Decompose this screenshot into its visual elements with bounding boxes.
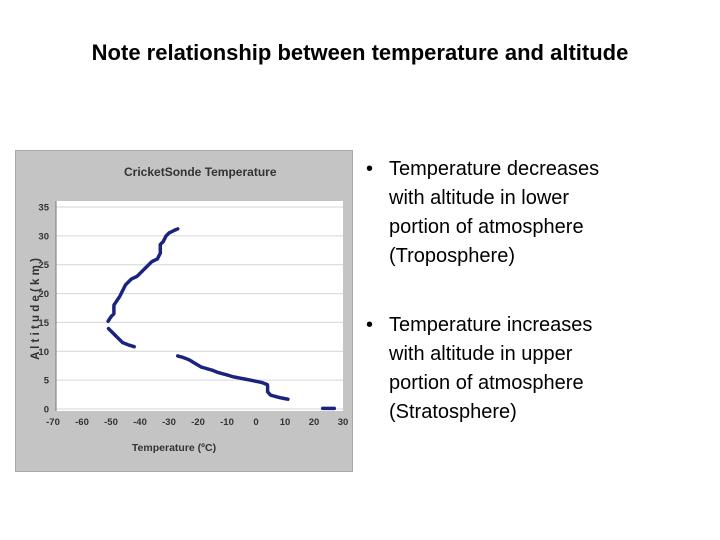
x-tick-label: -70	[46, 417, 60, 428]
bullet-troposphere: • Temperature decreases with altitude in…	[366, 155, 696, 271]
series-line-segment	[175, 354, 290, 401]
x-tick-label: 0	[253, 417, 258, 428]
y-tick-label: 30	[38, 231, 49, 242]
bullet-line: (Stratosphere)	[389, 401, 517, 423]
y-tick-label: 5	[44, 376, 50, 387]
bullet-line: Temperature decreases	[389, 158, 600, 180]
y-tick-label: 10	[38, 347, 49, 358]
bullet-line: Temperature increases	[389, 314, 593, 336]
chart-panel: CricketSonde Temperature 0 5 10 15 20 25 30 35 -7…	[15, 150, 353, 472]
bullet-list: • Temperature decreases with altitude in…	[366, 155, 696, 467]
x-tick-label: 30	[338, 417, 349, 428]
y-axis-label: A l t i t u d e ( k m )	[30, 258, 42, 360]
bullet-marker: •	[366, 158, 374, 180]
bullet-stratosphere: • Temperature increases with altitude in…	[366, 311, 696, 427]
y-tick-label: 20	[38, 289, 49, 300]
bullet-line: with altitude in upper	[389, 343, 573, 365]
y-tick-label: 15	[38, 318, 49, 329]
y-tick-label: 0	[44, 405, 49, 416]
x-tick-label: -60	[75, 417, 89, 428]
bullet-line: portion of atmosphere	[389, 216, 584, 238]
x-tick-label: -20	[191, 417, 205, 428]
x-tick-label: -10	[220, 417, 234, 428]
bullet-line: portion of atmosphere	[389, 372, 584, 394]
altitude-temperature-chart: CricketSonde Temperature 0 5 10 15 20 25 30 35 -7…	[30, 165, 349, 454]
slide-title: Note relationship between temperature an…	[91, 40, 629, 65]
x-axis-label: Temperature (ºC)	[132, 442, 216, 454]
bullet-line: with altitude in lower	[389, 187, 570, 209]
y-tick-label: 25	[38, 260, 49, 271]
series-line-segment	[106, 326, 136, 349]
y-tick-label: 35	[38, 203, 49, 214]
chart-title: CricketSonde Temperature	[124, 165, 277, 179]
plot-area	[56, 201, 343, 411]
x-tick-label: 20	[309, 417, 320, 428]
series-line-segment	[106, 227, 180, 324]
bullet-marker: •	[366, 314, 374, 336]
bullet-line: (Troposphere)	[389, 245, 515, 267]
x-tick-label: 10	[280, 417, 291, 428]
x-tick-label: -50	[104, 417, 118, 428]
x-tick-label: -30	[162, 417, 176, 428]
x-tick-label: -40	[133, 417, 147, 428]
